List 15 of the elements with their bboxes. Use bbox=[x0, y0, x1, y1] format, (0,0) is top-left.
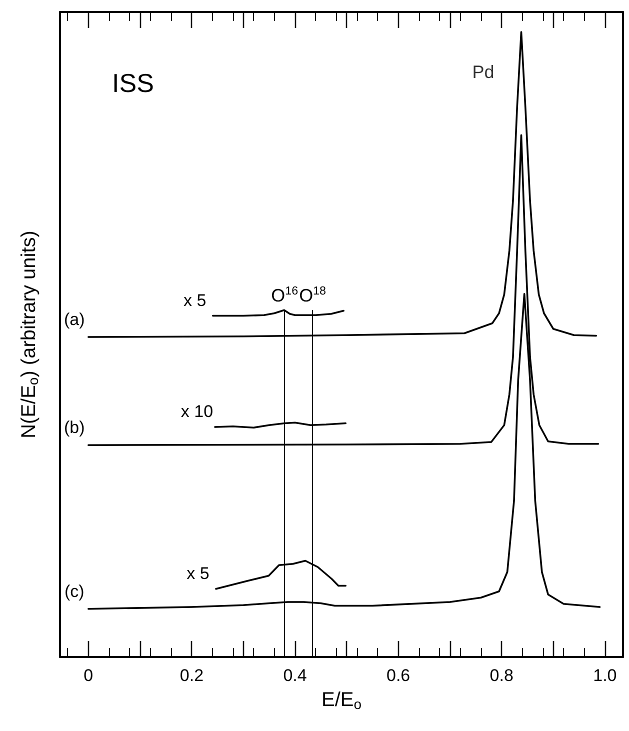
x-tick-label: 0 bbox=[84, 666, 94, 685]
series-label: x 5 bbox=[184, 290, 206, 310]
series-label: (c) bbox=[64, 582, 84, 601]
x-tick-label: 0.4 bbox=[283, 666, 307, 685]
series-label: x 10 bbox=[180, 402, 214, 421]
annotation: ISS bbox=[112, 68, 154, 98]
series-label: (a) bbox=[64, 310, 85, 329]
x-tick-label: 0.8 bbox=[490, 666, 514, 685]
x-tick-label: 0.2 bbox=[180, 666, 204, 685]
x-tick-label: 1.0 bbox=[593, 666, 617, 685]
series-label: (b) bbox=[64, 418, 85, 438]
annotation: Pd bbox=[472, 62, 494, 82]
x-tick-label: 0.6 bbox=[386, 666, 410, 685]
y-axis-title: N(E/Eo) (arbitrary units) bbox=[18, 230, 41, 438]
series-label: x 5 bbox=[186, 564, 210, 583]
